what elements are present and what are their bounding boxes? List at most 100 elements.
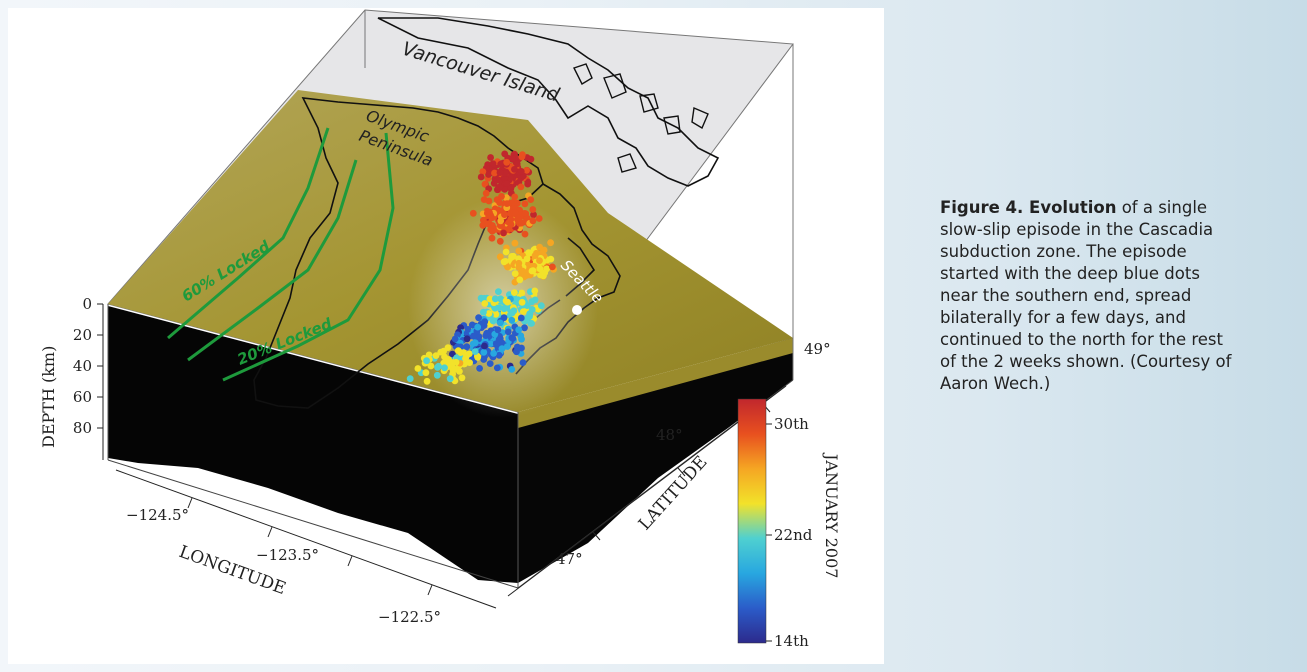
tremor-dot xyxy=(504,263,511,271)
seattle-marker xyxy=(572,305,582,315)
tremor-dot xyxy=(498,345,506,352)
tremor-dot xyxy=(508,309,516,317)
tremor-dot xyxy=(496,237,504,245)
tremor-dot xyxy=(491,295,499,303)
tremor-dot xyxy=(503,343,511,350)
caption-title: Figure 4. Evolution xyxy=(940,198,1117,217)
tremor-dot xyxy=(519,267,526,275)
tremor-dot xyxy=(440,347,447,355)
caption-body: of a single slow-slip episode in the Cas… xyxy=(940,198,1232,393)
tremor-dot xyxy=(451,335,459,343)
tremor-dot xyxy=(531,252,539,259)
tremor-dot xyxy=(457,349,465,356)
tremor-dot xyxy=(520,308,527,315)
tremor-dot xyxy=(515,326,523,334)
tremor-dot xyxy=(523,255,531,263)
tremor-dot xyxy=(458,374,466,382)
tremor-dot xyxy=(500,314,508,322)
tremor-dot xyxy=(496,183,504,191)
lon-tick-123-5: −123.5° xyxy=(256,546,319,564)
tremor-dot xyxy=(435,362,442,370)
tremor-dot xyxy=(503,200,511,208)
tremor-dot xyxy=(513,160,521,168)
lon-tick-122-5: −122.5° xyxy=(378,608,441,626)
tremor-dot xyxy=(485,197,493,205)
tremor-dot xyxy=(488,234,496,242)
tremor-dots xyxy=(406,150,557,385)
tremor-dot xyxy=(521,324,528,332)
depth-tick-0: 0 xyxy=(82,295,92,313)
tremor-dot xyxy=(502,248,510,256)
tremor-dot xyxy=(480,356,488,363)
tremor-dot xyxy=(537,302,545,310)
tremor-dot xyxy=(484,220,492,228)
tremor-dot xyxy=(489,317,497,325)
tremor-dot xyxy=(511,166,518,173)
tremor-dot xyxy=(511,289,518,296)
tremor-dot xyxy=(468,321,476,329)
depth-axis: 0 20 40 60 80 DEPTH (km) xyxy=(39,295,104,460)
tremor-dot xyxy=(508,316,516,324)
tremor-dot xyxy=(508,253,516,260)
tremor-dot xyxy=(531,296,539,304)
tremor-dot xyxy=(406,375,414,383)
tremor-dot xyxy=(489,160,497,168)
tremor-dot xyxy=(423,357,430,365)
tremor-dot xyxy=(414,365,422,372)
tremor-dot xyxy=(535,215,543,222)
tremor-dot xyxy=(500,258,508,266)
tremor-dot xyxy=(485,310,493,317)
depth-tick-20: 20 xyxy=(73,326,92,344)
depth-tick-60: 60 xyxy=(73,388,92,406)
tremor-dot xyxy=(509,335,517,342)
tremor-dot xyxy=(496,199,503,207)
tremor-dot xyxy=(530,211,537,219)
tremor-dot xyxy=(471,339,479,347)
tremor-dot xyxy=(494,326,502,334)
tremor-dot xyxy=(502,170,509,177)
slab-front-face xyxy=(108,306,518,583)
tremor-dot xyxy=(463,343,471,351)
tremor-dot xyxy=(493,364,501,372)
tremor-dot xyxy=(511,193,519,201)
tremor-dot xyxy=(527,196,535,204)
tremor-dot xyxy=(491,304,499,312)
tremor-dot xyxy=(495,288,502,295)
tremor-dot xyxy=(511,239,519,247)
tremor-dot xyxy=(506,174,514,182)
coastline-islands xyxy=(573,63,709,173)
coastline-vancouver-island xyxy=(377,17,720,187)
tremor-dot xyxy=(491,169,498,177)
tremor-dot xyxy=(492,310,500,318)
tremor-dot xyxy=(547,255,555,263)
tremor-dot xyxy=(475,314,482,322)
figure-panel: Vancouver Island Olympic Peninsula Seatt… xyxy=(8,8,884,664)
tremor-dot xyxy=(487,340,494,347)
tremor-dot xyxy=(518,298,526,306)
tremor-dot xyxy=(471,348,479,355)
tremor-dot xyxy=(507,215,515,223)
colorbar: 30th 22nd 14th JANUARY 2007 xyxy=(737,398,841,650)
depth-tick-80: 80 xyxy=(73,419,92,437)
tremor-dot xyxy=(476,365,483,372)
tremor-dot xyxy=(517,314,525,322)
tremor-dot xyxy=(500,229,507,237)
tremor-dot xyxy=(481,342,488,350)
tremor-dot xyxy=(496,319,504,327)
tremor-dot xyxy=(496,253,504,261)
tremor-dot xyxy=(497,295,504,303)
tremor-dot xyxy=(490,350,497,357)
tremor-dot xyxy=(486,209,493,217)
tremor-dot xyxy=(547,239,554,247)
tremor-dot xyxy=(536,265,544,273)
tremor-dot xyxy=(422,369,430,377)
lat-tick-47: 47° xyxy=(556,550,583,568)
tremor-dot xyxy=(517,168,525,175)
lon-tick-124-5: −124.5° xyxy=(126,506,189,524)
depth-axis-label: DEPTH (km) xyxy=(39,346,58,448)
tremor-dot xyxy=(526,310,534,318)
tremor-dot xyxy=(496,169,504,177)
tremor-dot xyxy=(423,377,431,385)
tremor-dot xyxy=(452,358,460,366)
tremor-dot xyxy=(481,300,489,307)
